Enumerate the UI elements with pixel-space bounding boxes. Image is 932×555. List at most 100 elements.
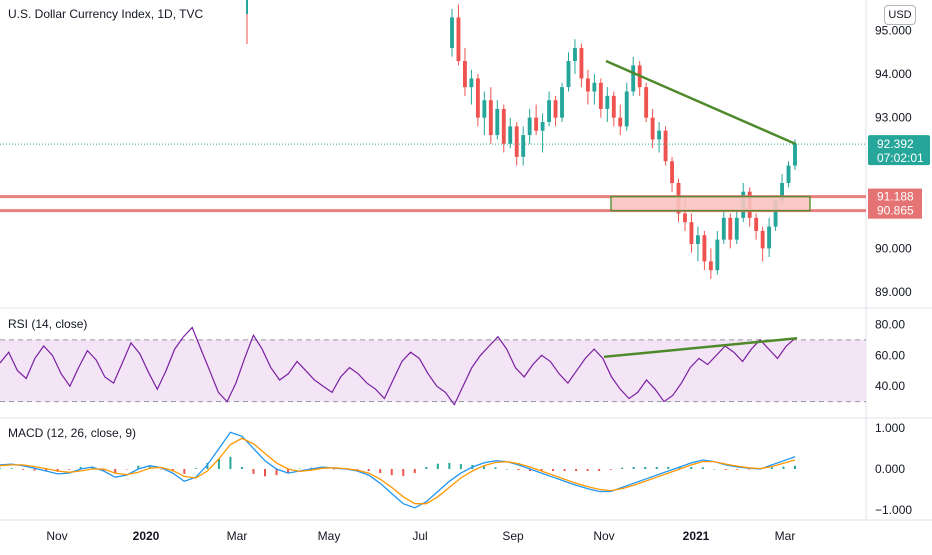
macd-histogram-bar bbox=[217, 458, 220, 469]
macd-histogram-bar bbox=[229, 456, 232, 469]
macd-histogram-bar bbox=[206, 462, 209, 469]
macd-histogram-bar bbox=[137, 465, 140, 469]
zone-label: 90.865 bbox=[877, 204, 914, 218]
last-price-label: 92.392 bbox=[877, 137, 914, 151]
candle-body bbox=[689, 222, 694, 244]
zone-badge bbox=[868, 188, 922, 205]
macd-histogram-bar bbox=[160, 469, 163, 470]
macd-histogram-bar bbox=[540, 469, 543, 472]
candle-body bbox=[760, 230, 765, 249]
candle-body bbox=[657, 130, 662, 140]
candle-body bbox=[663, 130, 668, 162]
candle-body bbox=[463, 61, 467, 88]
last-price-badge bbox=[868, 135, 930, 166]
macd-histogram-bar bbox=[379, 469, 382, 474]
macd-axis-label: 0.000 bbox=[875, 462, 905, 476]
macd-histogram-bar bbox=[79, 466, 82, 469]
price-axis-label: 95.000 bbox=[875, 24, 912, 38]
candle-body bbox=[734, 217, 739, 240]
price-axis-label: 94.000 bbox=[875, 67, 912, 81]
macd-histogram-bar bbox=[529, 469, 531, 472]
candle-body bbox=[566, 61, 571, 88]
macd-histogram-bar bbox=[678, 466, 681, 469]
candle-body bbox=[721, 217, 726, 240]
macd-histogram-bar bbox=[114, 469, 117, 474]
candle-body bbox=[495, 108, 500, 136]
macd-histogram-bar bbox=[598, 469, 601, 472]
candle-body bbox=[585, 78, 590, 92]
macd-histogram-bar bbox=[736, 469, 739, 470]
macd-line bbox=[0, 431, 796, 509]
currency-button[interactable]: USD bbox=[884, 5, 916, 25]
macd-histogram-bar bbox=[390, 469, 393, 476]
candle-body bbox=[482, 100, 487, 118]
rsi-title: RSI (14, close) bbox=[8, 317, 88, 331]
macd-histogram-bar bbox=[240, 466, 243, 469]
candle-body bbox=[631, 65, 636, 92]
macd-histogram-bar bbox=[45, 469, 48, 472]
macd-histogram-bar bbox=[747, 469, 750, 470]
macd-histogram-bar bbox=[10, 468, 13, 469]
candle-body bbox=[702, 235, 707, 262]
candle-body bbox=[754, 217, 759, 231]
candle-body bbox=[527, 117, 532, 136]
macd-histogram-bar bbox=[505, 469, 508, 470]
time-axis-label: Sep bbox=[502, 529, 524, 543]
macd-histogram-bar bbox=[448, 462, 451, 469]
time-axis-label: Mar bbox=[775, 529, 796, 543]
macd-histogram-bar bbox=[298, 468, 301, 470]
macd-histogram-bar bbox=[701, 467, 704, 469]
macd-histogram-bar bbox=[22, 469, 25, 470]
candle-body bbox=[683, 213, 687, 223]
candle-body bbox=[708, 261, 713, 271]
candle-body bbox=[598, 82, 603, 109]
zone-label: 91.188 bbox=[877, 190, 914, 204]
macd-histogram-bar bbox=[563, 469, 566, 472]
candle-body bbox=[728, 217, 733, 240]
macd-histogram-bar bbox=[482, 466, 485, 469]
candle-body bbox=[592, 82, 597, 92]
macd-histogram-bar bbox=[632, 466, 635, 469]
candle-body bbox=[644, 87, 649, 118]
candle-body bbox=[475, 78, 480, 118]
macd-histogram-bar bbox=[724, 469, 727, 470]
zone-badge bbox=[868, 202, 922, 219]
macd-histogram-bar bbox=[517, 469, 520, 471]
candle-body bbox=[670, 161, 674, 183]
macd-histogram-bar bbox=[183, 469, 186, 474]
macd-histogram-bar bbox=[586, 469, 589, 472]
macd-histogram-bar bbox=[402, 469, 405, 476]
macd-histogram-bar bbox=[102, 469, 105, 472]
candle-body bbox=[773, 200, 778, 227]
time-axis-label: 2020 bbox=[133, 529, 160, 543]
macd-histogram-bar bbox=[782, 466, 785, 469]
macd-histogram-bar bbox=[413, 469, 416, 474]
macd-histogram-bar bbox=[667, 466, 670, 469]
candle-body bbox=[605, 95, 610, 109]
macd-histogram-bar bbox=[264, 469, 266, 477]
signal-line bbox=[0, 437, 796, 505]
candle-body bbox=[573, 47, 577, 61]
rsi-line bbox=[0, 326, 796, 406]
price-axis-label: 90.000 bbox=[875, 241, 912, 255]
macd-histogram-bar bbox=[609, 469, 612, 470]
macd-histogram-bar bbox=[68, 469, 71, 470]
macd-histogram-bar bbox=[91, 466, 94, 469]
candle-body bbox=[780, 183, 784, 201]
macd-histogram-bar bbox=[552, 469, 555, 472]
time-axis-label: Nov bbox=[593, 529, 614, 543]
chart-title: U.S. Dollar Currency Index, 1D, TVC bbox=[8, 7, 204, 21]
candle-body bbox=[534, 117, 539, 131]
rsi-band bbox=[0, 339, 866, 402]
candle-body bbox=[695, 235, 700, 244]
candle-body bbox=[786, 165, 791, 183]
candle-body bbox=[560, 87, 564, 118]
macd-histogram-bar bbox=[575, 469, 578, 472]
rsi-axis-label: 40.00 bbox=[875, 379, 905, 393]
macd-histogram-bar bbox=[194, 468, 197, 469]
macd-histogram-bar bbox=[644, 466, 647, 469]
rsi-trendline bbox=[603, 337, 798, 359]
macd-histogram-bar bbox=[275, 469, 278, 476]
macd-histogram-bar bbox=[356, 469, 359, 470]
